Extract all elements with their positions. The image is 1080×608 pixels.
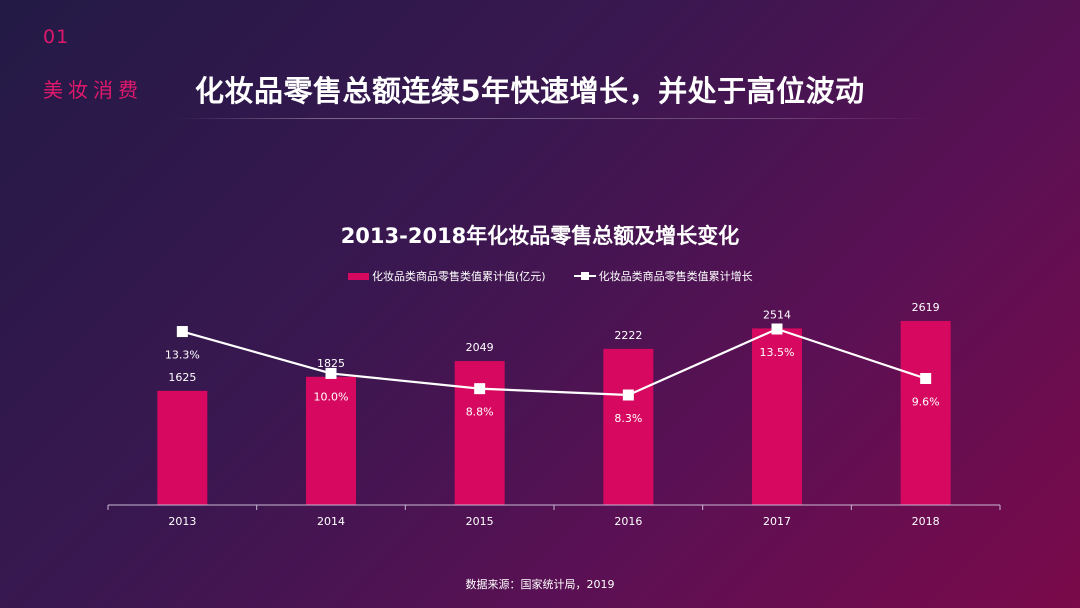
data-source: 数据来源：国家统计局，2019 <box>465 578 615 591</box>
x-tick-label-2013: 2013 <box>168 515 196 528</box>
growth-value-label-2014: 10.0% <box>314 390 349 403</box>
bar-2013 <box>157 390 208 505</box>
bar-2017 <box>752 328 802 505</box>
bar-2014 <box>306 376 356 505</box>
bar-2018 <box>900 321 951 505</box>
growth-marker-2016 <box>622 389 634 401</box>
x-tick-label-2014: 2014 <box>317 515 345 528</box>
bar-value-label-2013: 1625 <box>168 371 196 384</box>
legend-label-bars: 化妆品类商品零售类值累计值(亿元) <box>372 270 546 283</box>
bar-2015 <box>454 361 505 505</box>
legend-item-bars: 化妆品类商品零售类值累计值(亿元) <box>348 268 546 284</box>
legend-line-swatch <box>573 271 596 281</box>
section-label: 美妆消费 <box>43 78 143 102</box>
chart-title: 2013-2018年化妆品零售总额及增长变化 <box>340 224 740 248</box>
x-tick-label-2016: 2016 <box>614 515 642 528</box>
x-tick-label-2017: 2017 <box>763 515 791 528</box>
growth-marker-2014 <box>325 367 337 379</box>
bar-value-label-2017: 2514 <box>763 308 791 321</box>
growth-value-label-2016: 8.3% <box>614 412 642 425</box>
page-title: 化妆品零售总额连续5年快速增长，并处于高位波动 <box>195 74 865 108</box>
growth-value-label-2017: 13.5% <box>760 346 795 359</box>
growth-marker-2018 <box>920 373 932 384</box>
growth-marker-2015 <box>474 383 486 395</box>
x-tick-label-2018: 2018 <box>912 515 940 528</box>
growth-value-label-2013: 13.3% <box>165 349 200 362</box>
bar-value-label-2014: 1825 <box>317 357 345 370</box>
growth-value-label-2018: 9.6% <box>912 396 940 409</box>
growth-marker-2013 <box>176 326 188 338</box>
growth-value-label-2015: 8.8% <box>466 406 494 419</box>
growth-line <box>182 327 927 397</box>
legend-label-line: 化妆品类商品零售类值累计增长 <box>598 270 753 283</box>
bar-2016 <box>603 348 654 505</box>
x-tick-label-2015: 2015 <box>466 515 494 528</box>
bar-value-label-2018: 2619 <box>912 301 940 314</box>
bar-value-label-2015: 2049 <box>466 341 494 354</box>
section-number: 01 <box>43 26 70 48</box>
growth-marker-2017 <box>771 323 783 335</box>
chart-legend: 化妆品类商品零售类值累计值(亿元) 化妆品类商品零售类值累计增长 <box>348 268 781 284</box>
title-divider <box>175 118 935 119</box>
bar-value-label-2016: 2222 <box>614 329 642 342</box>
legend-item-line: 化妆品类商品零售类值累计增长 <box>573 268 753 284</box>
legend-bar-swatch <box>348 272 369 280</box>
